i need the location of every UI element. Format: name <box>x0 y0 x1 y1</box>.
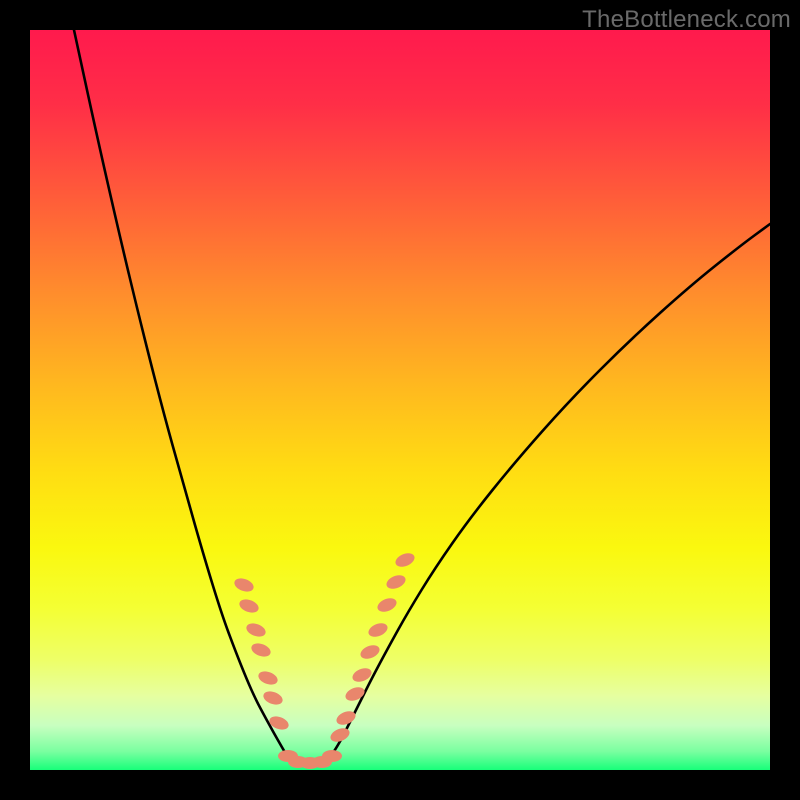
chart-svg <box>0 0 800 800</box>
watermark-text: TheBottleneck.com <box>582 6 791 34</box>
gradient-background <box>30 30 770 770</box>
frame-border <box>770 0 800 800</box>
dot-floor <box>322 750 342 762</box>
frame-border <box>0 770 800 800</box>
frame-border <box>0 0 30 800</box>
